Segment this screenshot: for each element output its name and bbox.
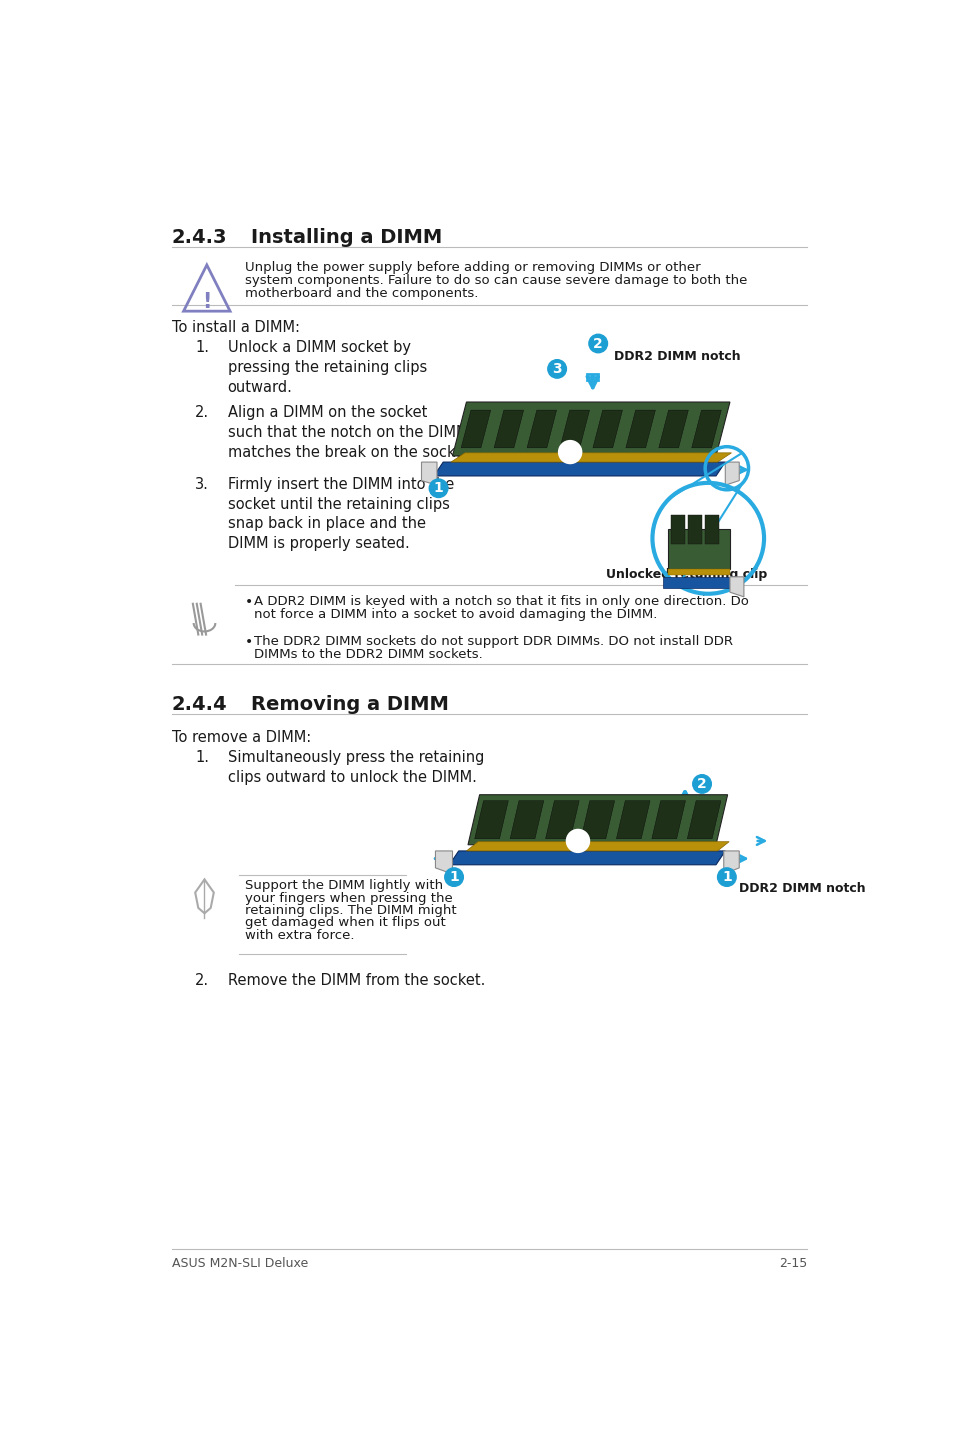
Polygon shape [659,410,688,447]
Text: 2.: 2. [195,974,209,988]
Text: 2.4.4: 2.4.4 [172,695,228,713]
Circle shape [558,441,580,463]
Polygon shape [625,410,655,447]
Text: Removing a DIMM: Removing a DIMM [251,695,449,713]
Polygon shape [724,462,739,485]
Polygon shape [421,462,436,485]
Text: your fingers when pressing the: your fingers when pressing the [245,892,452,905]
FancyBboxPatch shape [667,529,729,569]
Text: 2.: 2. [195,406,209,420]
Text: DDR2 DIMM notch: DDR2 DIMM notch [739,881,865,894]
Text: To remove a DIMM:: To remove a DIMM: [172,731,311,745]
Polygon shape [449,851,724,864]
Text: !: ! [202,292,212,312]
Text: To install a DIMM:: To install a DIMM: [172,321,299,335]
Polygon shape [686,801,720,838]
Circle shape [444,869,463,886]
Text: Unplug the power supply before adding or removing DIMMs or other: Unplug the power supply before adding or… [245,262,700,275]
Text: Firmly insert the DIMM into the
socket until the retaining clips
snap back in pl: Firmly insert the DIMM into the socket u… [228,477,454,551]
Circle shape [566,830,588,851]
Circle shape [547,360,566,378]
Polygon shape [475,801,508,838]
FancyBboxPatch shape [667,569,729,575]
Polygon shape [451,453,731,462]
Text: with extra force.: with extra force. [245,929,354,942]
FancyBboxPatch shape [662,577,736,588]
Text: 1: 1 [434,482,443,495]
Polygon shape [580,801,614,838]
Text: 2: 2 [593,336,602,351]
Text: •: • [245,634,253,649]
Text: DDR2 DIMM notch: DDR2 DIMM notch [613,349,740,362]
Polygon shape [460,410,490,447]
Polygon shape [468,795,727,844]
Text: system components. Failure to do so can cause severe damage to both the: system components. Failure to do so can … [245,275,746,288]
Text: 3: 3 [552,362,561,375]
Text: get damaged when it flips out: get damaged when it flips out [245,916,445,929]
Text: 1.: 1. [195,341,209,355]
Text: 3.: 3. [195,477,209,492]
Text: motherboard and the components.: motherboard and the components. [245,288,477,301]
Polygon shape [452,403,729,456]
Polygon shape [434,462,724,476]
Text: DIMMs to the DDR2 DIMM sockets.: DIMMs to the DDR2 DIMM sockets. [253,647,482,660]
Text: Unlocked retaining clip: Unlocked retaining clip [605,568,766,581]
Text: Simultaneously press the retaining
clips outward to unlock the DIMM.: Simultaneously press the retaining clips… [228,751,483,785]
Circle shape [717,869,736,886]
Circle shape [429,479,447,498]
FancyBboxPatch shape [704,515,719,545]
Polygon shape [593,410,621,447]
Text: 1: 1 [449,870,458,884]
Text: 1: 1 [721,870,731,884]
Polygon shape [723,851,739,874]
Polygon shape [616,801,649,838]
Polygon shape [545,801,578,838]
Polygon shape [494,410,523,447]
Text: Support the DIMM lightly with: Support the DIMM lightly with [245,880,442,893]
Polygon shape [510,801,543,838]
Text: 2.4.3: 2.4.3 [172,229,227,247]
Text: Remove the DIMM from the socket.: Remove the DIMM from the socket. [228,974,485,988]
FancyBboxPatch shape [687,515,701,545]
Text: The DDR2 DIMM sockets do not support DDR DIMMs. DO not install DDR: The DDR2 DIMM sockets do not support DDR… [253,634,732,647]
Polygon shape [651,801,685,838]
Text: 2-15: 2-15 [779,1257,806,1270]
Polygon shape [691,410,720,447]
Circle shape [588,334,607,352]
Text: A DDR2 DIMM is keyed with a notch so that it fits in only one direction. Do: A DDR2 DIMM is keyed with a notch so tha… [253,594,748,607]
Polygon shape [466,841,728,851]
Text: 2: 2 [697,777,706,791]
Polygon shape [526,410,556,447]
Text: not force a DIMM into a socket to avoid damaging the DIMM.: not force a DIMM into a socket to avoid … [253,608,657,621]
Polygon shape [435,851,452,874]
Text: Installing a DIMM: Installing a DIMM [251,229,442,247]
Circle shape [692,775,711,794]
Polygon shape [559,410,589,447]
Polygon shape [729,577,743,597]
Text: retaining clips. The DIMM might: retaining clips. The DIMM might [245,905,456,917]
Text: Align a DIMM on the socket
such that the notch on the DIMM
matches the break on : Align a DIMM on the socket such that the… [228,406,474,460]
FancyBboxPatch shape [670,515,684,545]
Text: 1.: 1. [195,751,209,765]
Text: Unlock a DIMM socket by
pressing the retaining clips
outward.: Unlock a DIMM socket by pressing the ret… [228,341,427,395]
Text: ASUS M2N-SLI Deluxe: ASUS M2N-SLI Deluxe [172,1257,308,1270]
Text: •: • [245,594,253,608]
